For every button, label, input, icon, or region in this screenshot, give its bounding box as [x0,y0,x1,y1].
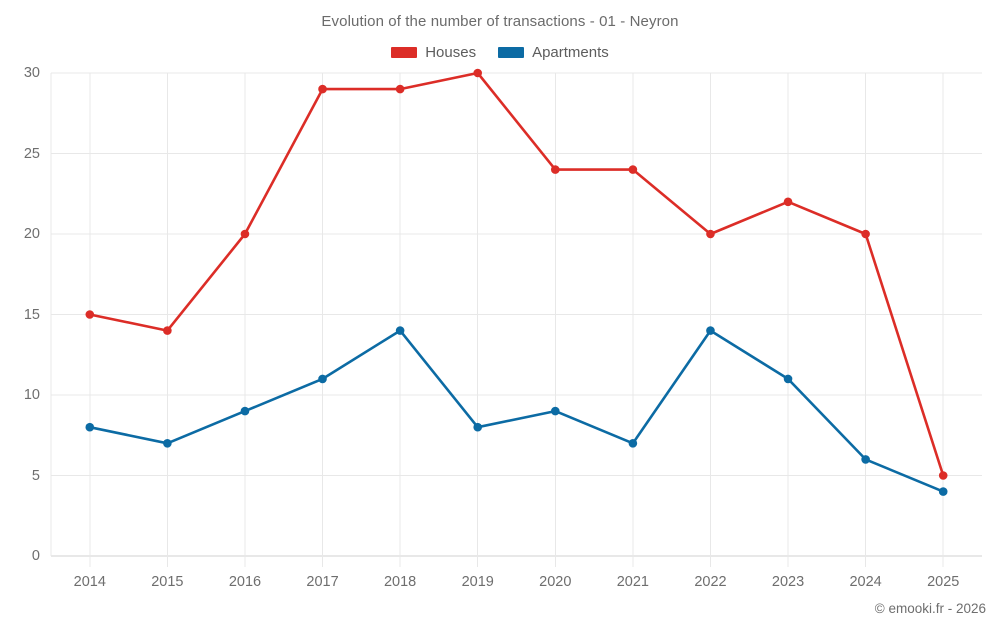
x-tick-label: 2017 [306,574,339,590]
legend-label-houses: Houses [425,44,477,61]
page-title: Evolution of the number of transactions … [321,13,679,30]
data-point[interactable] [473,68,483,78]
x-tick-label: 2020 [539,574,572,590]
x-tick-label: 2021 [616,574,650,590]
legend-item-houses[interactable]: Houses [391,44,476,61]
data-point[interactable] [85,422,95,432]
data-point[interactable] [861,455,870,464]
data-point[interactable] [240,229,250,239]
data-point[interactable] [318,84,327,94]
data-point[interactable] [706,326,715,335]
series-markers [85,68,948,496]
data-point[interactable] [550,165,560,174]
data-point[interactable] [783,374,793,384]
y-tick-label: 25 [23,145,40,162]
legend-swatch-houses [391,47,418,58]
y-tick-label: 10 [23,387,40,403]
data-point[interactable] [783,197,793,207]
data-point[interactable] [706,229,715,239]
series-line-houses [88,71,945,477]
data-point[interactable] [550,406,560,416]
x-tick-label: 2022 [694,574,727,590]
x-tick-label: 2018 [383,574,417,590]
y-tick-label: 5 [31,467,40,484]
chart-legend: Houses Apartments [0,44,1000,61]
x-tick-label: 2016 [228,574,262,590]
data-point[interactable] [163,439,172,448]
x-tick-label: 2025 [927,574,960,590]
data-point[interactable] [318,374,327,384]
x-tick-label: 2015 [151,574,184,590]
data-point[interactable] [85,310,95,319]
data-point[interactable] [473,422,483,432]
data-point[interactable] [628,165,638,174]
series-lines [88,71,945,493]
y-tick-label: 15 [23,306,40,323]
y-tick-label: 0 [31,548,40,564]
y-tick-label: 30 [23,65,40,81]
data-point[interactable] [938,487,948,496]
x-tick-label: 2023 [771,574,805,590]
copyright-credit: © emooki.fr - 2026 [874,601,986,616]
x-tick-label: 2014 [73,574,106,590]
x-tick-label: 2019 [461,574,494,590]
series-line-apartments [88,329,945,493]
data-point[interactable] [938,471,948,480]
legend-swatch-apartments [498,47,525,58]
legend-item-apartments[interactable]: Apartments [498,44,609,61]
data-point[interactable] [163,326,172,335]
y-tick-label: 20 [23,226,40,242]
legend-label-apartments: Apartments [532,44,609,61]
x-gridlines [89,73,944,567]
data-point[interactable] [395,326,405,335]
data-point[interactable] [861,229,870,239]
data-point[interactable] [240,406,250,416]
data-point[interactable] [628,439,638,448]
gridlines [50,72,982,557]
data-point[interactable] [395,84,405,94]
x-tick-label: 2024 [849,574,882,590]
